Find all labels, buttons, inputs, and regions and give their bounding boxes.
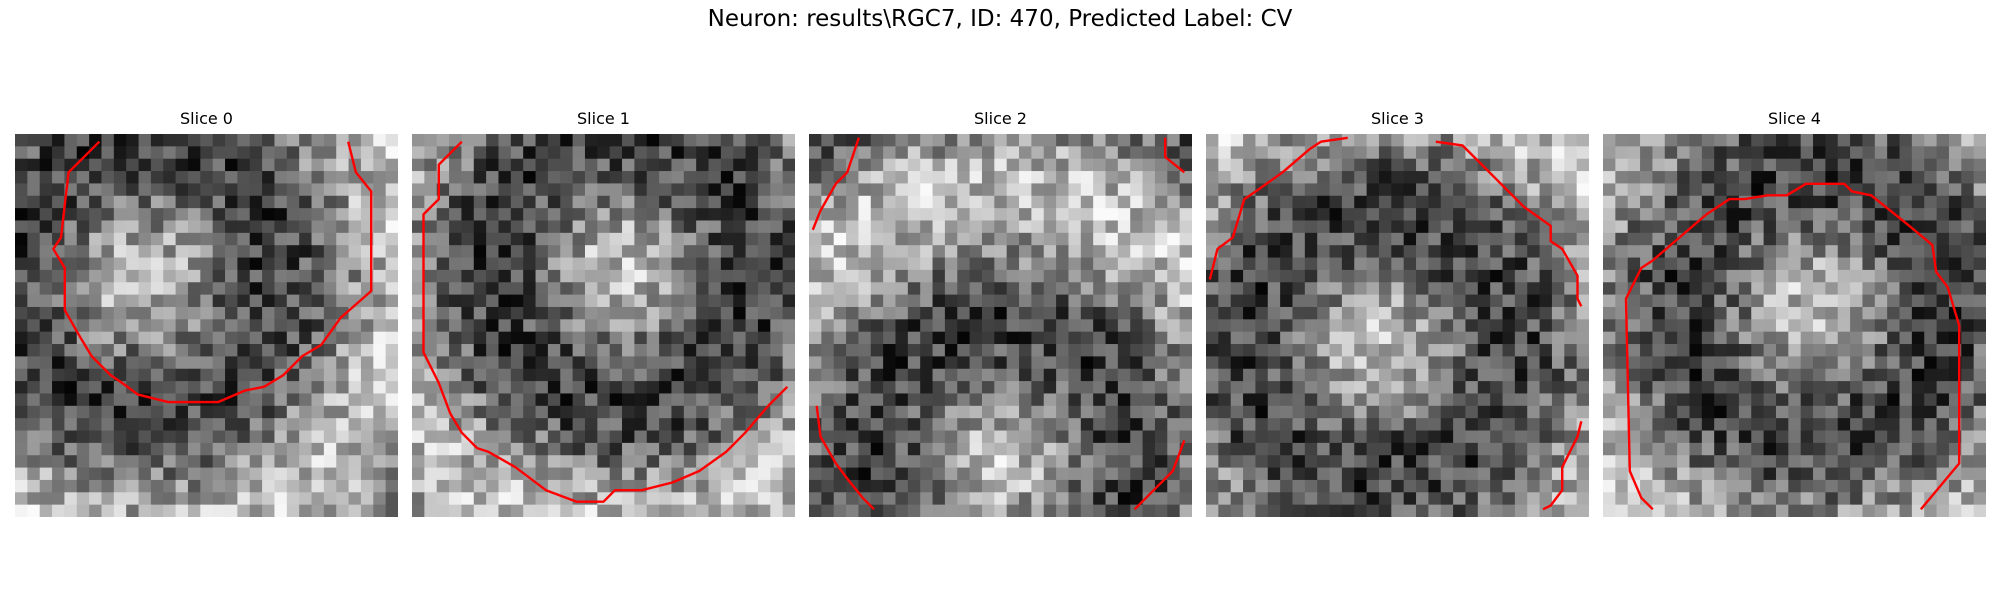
segmentation-contour bbox=[1542, 421, 1583, 511]
pixel-grid bbox=[1206, 134, 1589, 517]
slice-panel-2: Slice 2 bbox=[809, 108, 1192, 517]
slice-title: Slice 2 bbox=[974, 109, 1027, 128]
slice-image bbox=[809, 134, 1192, 517]
slice-image bbox=[1206, 134, 1589, 517]
pixel-grid bbox=[1603, 134, 1986, 517]
slice-image bbox=[412, 134, 795, 517]
pixel-grid bbox=[809, 134, 1192, 517]
slice-title: Slice 4 bbox=[1768, 109, 1821, 128]
slice-image bbox=[15, 134, 398, 517]
figure-title: Neuron: results\RGC7, ID: 470, Predicted… bbox=[707, 6, 1293, 32]
segmentation-contour bbox=[811, 137, 860, 231]
segmentation-contour bbox=[1164, 137, 1186, 174]
pixel-grid bbox=[412, 134, 795, 517]
segmentation-contour bbox=[52, 140, 373, 404]
slice-panel-4: Slice 4 bbox=[1603, 108, 1986, 517]
segmentation-contour bbox=[422, 140, 789, 503]
segmentation-contour bbox=[1133, 439, 1186, 511]
pixel-grid bbox=[15, 134, 398, 517]
slice-title: Slice 1 bbox=[577, 109, 630, 128]
slice-title: Slice 0 bbox=[180, 109, 233, 128]
slice-panel-0: Slice 0 bbox=[15, 108, 398, 517]
slice-image bbox=[1603, 134, 1986, 517]
segmentation-contour bbox=[1208, 136, 1348, 280]
segmentation-contour bbox=[1624, 182, 1961, 511]
segmentation-contour bbox=[815, 405, 875, 511]
segmentation-contour bbox=[1435, 140, 1583, 307]
slice-title: Slice 3 bbox=[1371, 109, 1424, 128]
slice-panel-3: Slice 3 bbox=[1206, 108, 1589, 517]
slice-panel-1: Slice 1 bbox=[412, 108, 795, 517]
